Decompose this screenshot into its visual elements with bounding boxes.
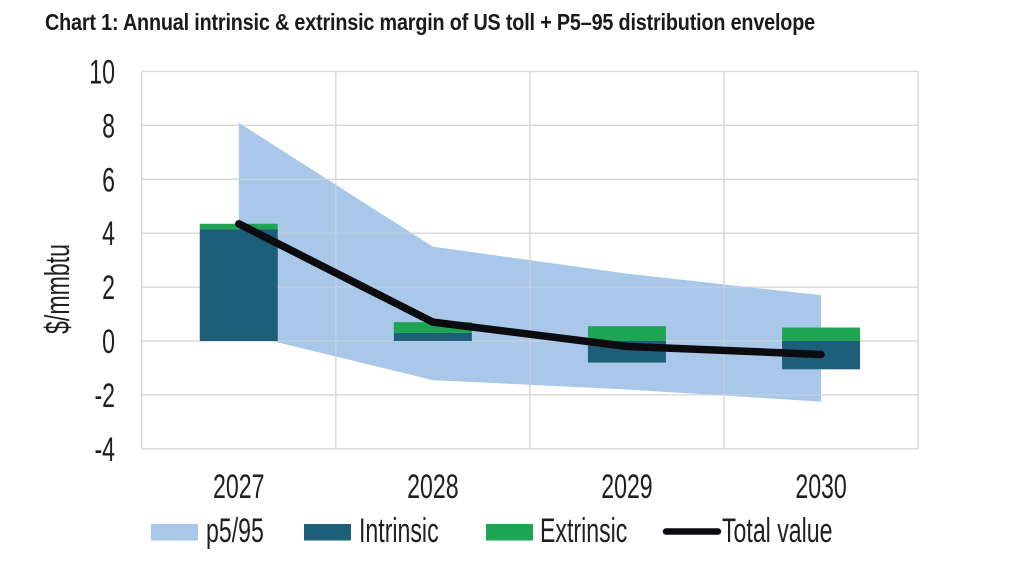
extrinsic-bar [393,322,472,333]
total-value-line [235,220,825,359]
x-axis-label: 2028 [407,469,458,506]
extrinsic-bar [587,326,666,341]
x-axis-label: 2029 [601,469,652,506]
legend-swatch [151,524,198,541]
x-axis-label: 2030 [795,469,846,506]
legend-label: Extrinsic [540,513,627,550]
y-axis-label: 6 [102,162,115,199]
y-axis-labels: -4 -2 0 2 4 6 8 10 [89,54,115,469]
legend-label: Total value [722,513,832,550]
intrinsic-bar [393,332,472,341]
x-axis-label: 2027 [213,469,264,506]
y-axis-label: 8 [102,108,115,145]
legend-label: p5/95 [206,513,264,550]
legend-label: Intrinsic [359,513,439,550]
legend-item-p5-95: p5/95 [151,513,264,550]
x-axis-labels: 2027 2028 2029 2030 [213,469,847,506]
y-axis-label: 10 [89,54,115,91]
chart-title: Chart 1: Annual intrinsic & extrinsic ma… [45,9,815,35]
legend-item-total-value: Total value [662,513,832,550]
extrinsic-bar [782,327,861,341]
y-axis-label: -2 [94,378,115,415]
intrinsic-bar [199,229,278,341]
legend: p5/95 Intrinsic Extrinsic Total value [151,513,832,550]
y-axis-title: $/mmbtu [40,244,77,334]
y-axis-label: 0 [102,324,115,361]
legend-swatch [304,524,351,541]
legend-swatch [486,524,533,541]
y-axis-label: 2 [102,270,115,307]
y-axis-label: -4 [94,432,115,469]
legend-item-extrinsic: Extrinsic [486,513,627,550]
y-axis-label: 4 [102,216,115,253]
legend-item-intrinsic: Intrinsic [304,513,439,550]
